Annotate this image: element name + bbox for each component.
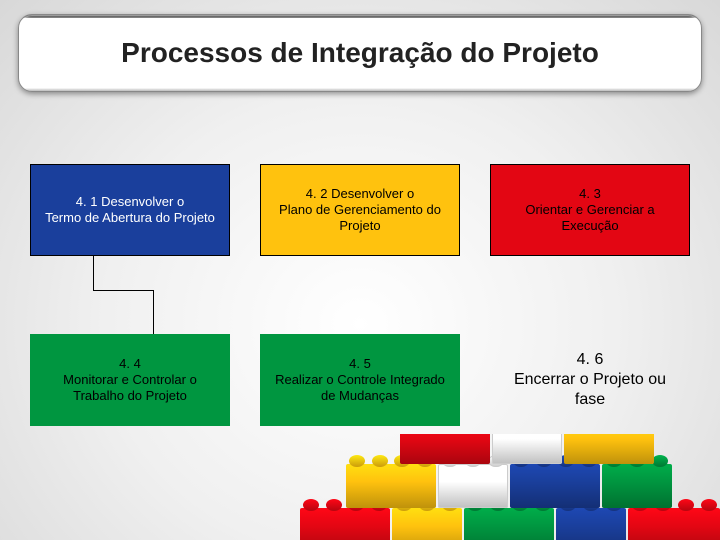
box-label: Orientar e Gerenciar a Execução (499, 202, 681, 235)
lego-brick (300, 508, 390, 540)
box-number: 4. 3 (579, 186, 601, 202)
lego-stud (652, 455, 668, 467)
lego-brick (564, 434, 654, 464)
box-4-1: 4. 1 Desenvolver o Termo de Abertura do … (30, 164, 230, 256)
lego-stud (349, 455, 365, 467)
lego-brick (346, 464, 436, 508)
box-4-4: 4. 4 Monitorar e Controlar o Trabalho do… (30, 334, 230, 426)
box-number: 4. 1 Desenvolver o (76, 194, 184, 210)
grid-row-1: 4. 1 Desenvolver o Termo de Abertura do … (30, 164, 690, 256)
lego-stud (701, 499, 717, 511)
lego-brick (628, 508, 720, 540)
box-label: Realizar o Controle Integrado de Mudança… (268, 372, 452, 405)
lego-brick (400, 434, 490, 464)
box-4-6: 4. 6 Encerrar o Projeto ou fase (490, 334, 690, 426)
box-number: 4. 2 Desenvolver o (306, 186, 414, 202)
lego-brick (464, 508, 554, 540)
lego-brick (392, 508, 462, 540)
grid-row-2: 4. 4 Monitorar e Controlar o Trabalho do… (30, 334, 690, 426)
box-label: Plano de Gerenciamento do Projeto (269, 202, 451, 235)
title-bar: Processos de Integração do Projeto (18, 14, 702, 92)
connector-vertical-1 (93, 256, 94, 290)
box-number: 4. 5 (349, 356, 371, 372)
lego-stud (372, 455, 388, 467)
box-number: 4. 4 (119, 356, 141, 372)
lego-brick (602, 464, 672, 508)
lego-brick (510, 464, 600, 508)
page-title: Processos de Integração do Projeto (121, 37, 599, 69)
connector-vertical-2 (153, 290, 154, 334)
lego-stud (303, 499, 319, 511)
lego-stud (326, 499, 342, 511)
box-4-5: 4. 5 Realizar o Controle Integrado de Mu… (260, 334, 460, 426)
box-label: Termo de Abertura do Projeto (45, 210, 215, 226)
connector-horizontal (93, 290, 153, 291)
box-label: Monitorar e Controlar o Trabalho do Proj… (38, 372, 222, 405)
lego-stud (678, 499, 694, 511)
lego-brick (492, 434, 562, 464)
box-label: Encerrar o Projeto ou fase (498, 370, 682, 410)
box-4-2: 4. 2 Desenvolver o Plano de Gerenciament… (260, 164, 460, 256)
box-4-3: 4. 3 Orientar e Gerenciar a Execução (490, 164, 690, 256)
box-number: 4. 6 (577, 350, 604, 370)
lego-brick (556, 508, 626, 540)
lego-brick (438, 464, 508, 508)
lego-decoration (300, 434, 720, 540)
